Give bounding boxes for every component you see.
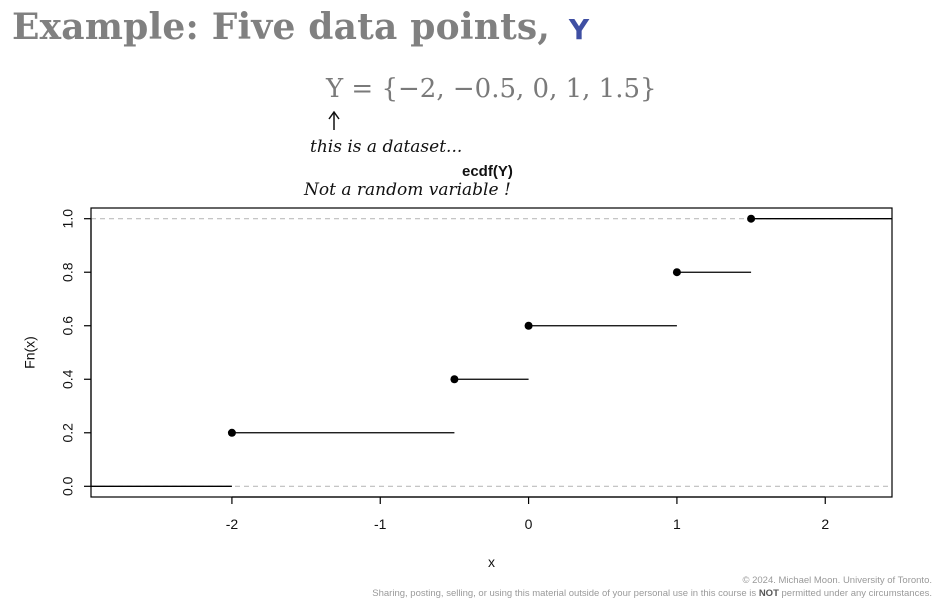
plot-frame <box>90 207 893 498</box>
data-point-1 <box>227 428 236 437</box>
footer-line-2: Sharing, posting, selling, or using this… <box>372 587 932 600</box>
x-tick-label-2: 0 <box>525 516 533 532</box>
y-tick-label-0: 0.0 <box>60 476 76 496</box>
footer-line-1: © 2024. Michael Moon. University of Toro… <box>742 575 932 586</box>
data-point-2 <box>450 375 459 384</box>
handwritten-note-not-random-variable: Not a random variable ! <box>304 180 511 200</box>
y-tick-label-5: 1.0 <box>60 209 76 229</box>
slide-title: Example: Five data points, Y <box>12 6 589 48</box>
footer-line-2-after: permitted under any circumstances. <box>778 588 933 599</box>
y-axis-label: Fn(x) <box>22 336 38 369</box>
x-tick-label-0: -2 <box>226 516 239 532</box>
handwritten-note-dataset: this is a dataset... <box>310 137 463 157</box>
y-tick-label-2: 0.4 <box>60 369 76 389</box>
data-point-5 <box>747 214 756 223</box>
slide-title-variable: Y <box>568 13 590 46</box>
data-point-4 <box>672 268 681 277</box>
dataset-equation: Y = {−2, −0.5, 0, 1, 1.5} <box>326 74 657 104</box>
x-tick-label-3: 1 <box>673 516 681 532</box>
chart-title: ecdf(Y) <box>462 163 513 180</box>
footer-line-2-before: Sharing, posting, selling, or using this… <box>372 588 759 599</box>
y-tick-label-1: 0.2 <box>60 423 76 443</box>
copyright-footer: © 2024. Michael Moon. University of Toro… <box>372 574 932 600</box>
y-tick-label-4: 0.8 <box>60 262 76 282</box>
slide-title-text: Example: Five data points, <box>12 6 551 48</box>
x-tick-label-1: -1 <box>374 516 387 532</box>
y-tick-label-3: 0.6 <box>60 316 76 336</box>
x-tick-label-4: 2 <box>821 516 829 532</box>
x-axis-label: x <box>488 554 495 570</box>
footer-line-2-bold: NOT <box>758 588 779 599</box>
data-point-3 <box>524 321 533 330</box>
